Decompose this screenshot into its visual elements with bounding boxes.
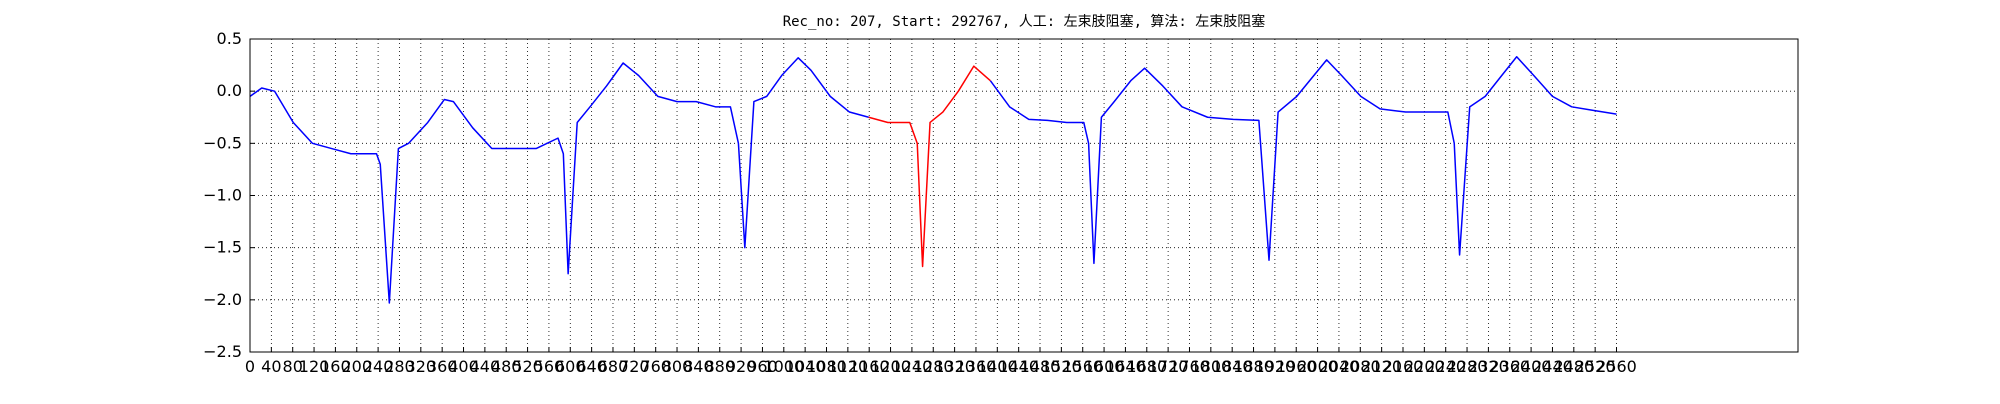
x-tick-label: 480	[491, 357, 522, 376]
x-tick-label: 720	[619, 357, 650, 376]
x-tick-label: 1080	[806, 357, 847, 376]
x-tick-label: 360	[427, 357, 458, 376]
x-tick-label: 1680	[1126, 357, 1167, 376]
plot-frame	[249, 38, 1799, 353]
x-tick-label: 680	[598, 357, 629, 376]
x-tick-label: 1480	[1020, 357, 1061, 376]
x-tick-label: 1520	[1041, 357, 1082, 376]
x-tick-label: 40	[261, 357, 281, 376]
y-tick-label: −1.5	[203, 238, 242, 257]
y-tick-label: −2.5	[203, 342, 242, 361]
x-tick-label: 1440	[998, 357, 1039, 376]
x-tick-label: 2320	[1468, 357, 1509, 376]
x-tick-label: 2080	[1340, 357, 1381, 376]
x-tick-label: 1040	[785, 357, 826, 376]
x-tick-label: 2440	[1532, 357, 1573, 376]
y-tick-label: 0.0	[217, 81, 242, 100]
x-tick-label: 1120	[827, 357, 868, 376]
ecg-line	[249, 55, 1617, 304]
x-tick-label: 440	[470, 357, 501, 376]
x-tick-label: 640	[576, 357, 607, 376]
x-tick-label: 1360	[956, 357, 997, 376]
x-tick-label: 280	[384, 357, 415, 376]
x-tick-label: 240	[363, 357, 394, 376]
x-tick-label: 560	[534, 357, 565, 376]
x-tick-label: 1240	[892, 357, 933, 376]
x-tick-label: 2000	[1297, 357, 1338, 376]
x-tick-label: 2240	[1425, 357, 1466, 376]
x-tick-label: 2160	[1383, 357, 1424, 376]
x-tick-label: 320	[406, 357, 437, 376]
x-tick-label: 2120	[1361, 357, 1402, 376]
x-tick-label: 1960	[1276, 357, 1317, 376]
x-tick-label: 1880	[1233, 357, 1274, 376]
x-tick-label: 1800	[1190, 357, 1231, 376]
y-tick-label: −2.0	[203, 290, 242, 309]
x-tick-label: 880	[704, 357, 735, 376]
x-tick-label: 200	[341, 357, 372, 376]
x-tick-label: 2200	[1404, 357, 1445, 376]
x-tick-label: 400	[448, 357, 479, 376]
x-tick-label: 1200	[870, 357, 911, 376]
x-tick-label: 2520	[1575, 357, 1616, 376]
x-tick-label: 1640	[1105, 357, 1146, 376]
x-tick-label: 1000	[763, 357, 804, 376]
x-tick-label: 760	[640, 357, 671, 376]
y-tick-label: −0.5	[203, 133, 242, 152]
x-tick-label: 600	[555, 357, 586, 376]
x-tick-label: 1280	[913, 357, 954, 376]
x-tick-label: 1560	[1062, 357, 1103, 376]
x-tick-label: 1760	[1169, 357, 1210, 376]
x-tick-label: 2480	[1553, 357, 1594, 376]
x-tick-label: 2040	[1319, 357, 1360, 376]
x-tick-label: 0	[245, 357, 255, 376]
x-tick-label: 920	[726, 357, 757, 376]
ecg-line	[868, 65, 991, 268]
x-tick-label: 2400	[1511, 357, 1552, 376]
x-tick-label: 1920	[1255, 357, 1296, 376]
x-tick-label: 1400	[977, 357, 1018, 376]
x-tick-label: 2280	[1447, 357, 1488, 376]
x-tick-label: 520	[512, 357, 543, 376]
x-tick-label: 960	[747, 357, 778, 376]
x-tick-label: 1160	[849, 357, 890, 376]
x-tick-label: 80	[283, 357, 303, 376]
x-tick-label: 800	[662, 357, 693, 376]
x-tick-label: 2360	[1489, 357, 1530, 376]
x-tick-label: 120	[299, 357, 330, 376]
y-tick-label: −1.0	[203, 186, 242, 205]
chart-title: Rec_no: 207, Start: 292767, 人工: 左束肢阻塞, 算…	[783, 13, 1266, 30]
x-tick-label: 2560	[1596, 357, 1637, 376]
x-tick-label: 1840	[1212, 357, 1253, 376]
y-tick-label: 0.5	[217, 29, 242, 48]
x-tick-label: 840	[683, 357, 714, 376]
x-tick-label: 1720	[1148, 357, 1189, 376]
x-tick-label: 1600	[1084, 357, 1125, 376]
x-tick-label: 160	[320, 357, 351, 376]
x-tick-label: 1320	[934, 357, 975, 376]
